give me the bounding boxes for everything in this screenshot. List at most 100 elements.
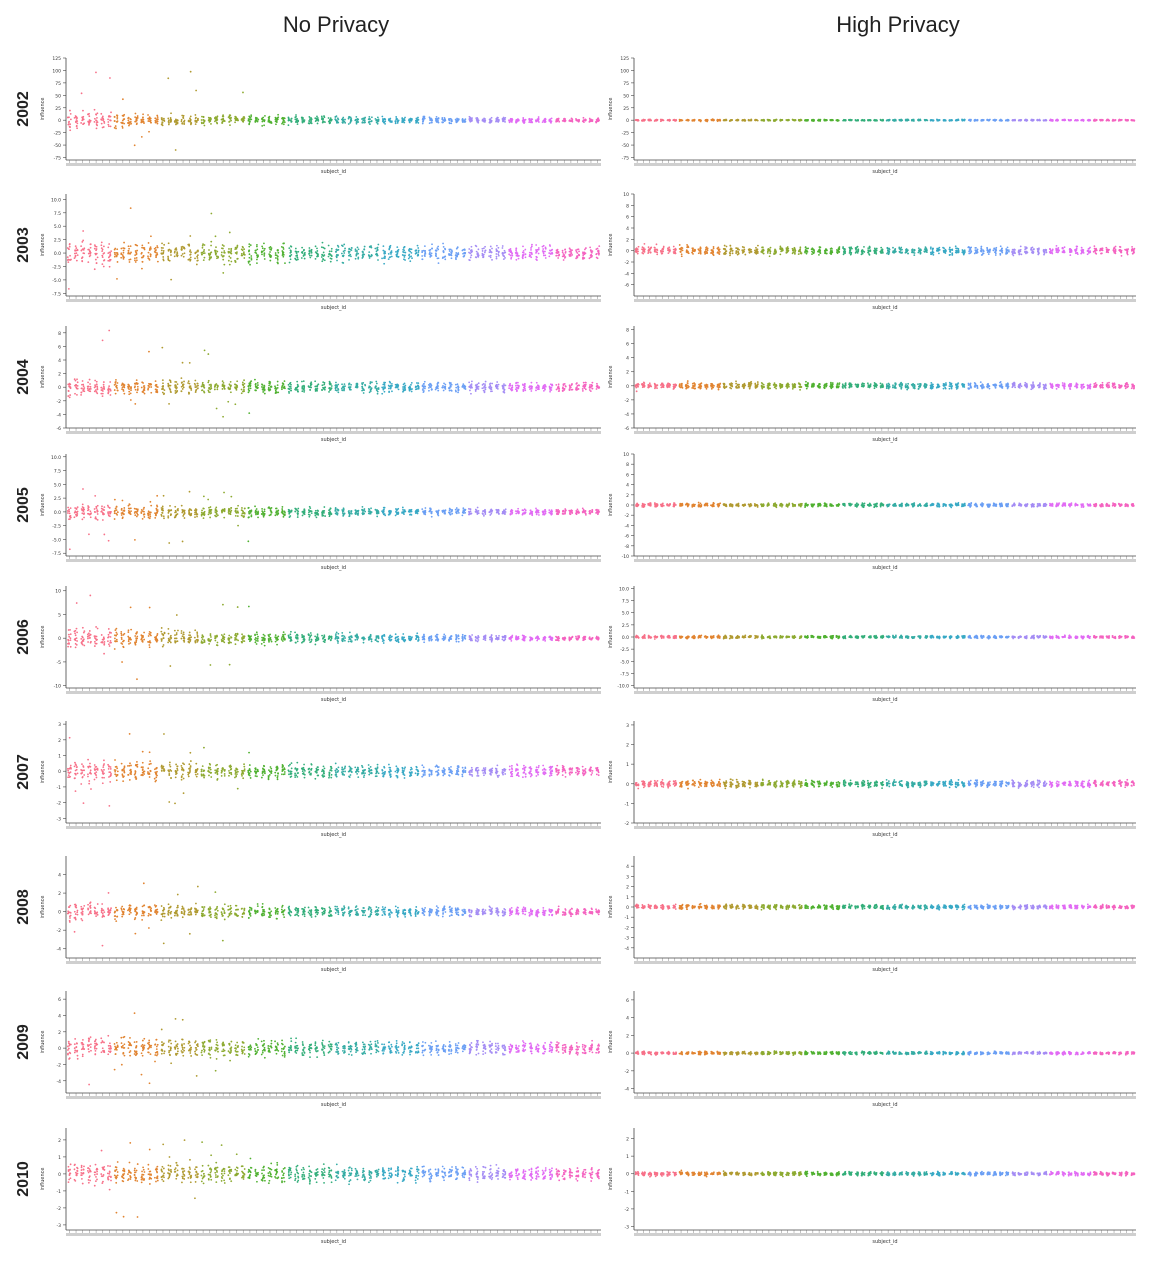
data-point [503,249,506,252]
data-point [437,119,439,122]
data-point [110,250,113,252]
data-point [176,121,179,124]
data-point [867,251,870,254]
data-point [202,115,205,118]
data-point [470,254,473,257]
data-point-outlier [662,245,665,248]
data-point [1061,247,1064,250]
data-point [100,122,103,125]
data-point [282,242,285,245]
data-point [819,250,821,253]
data-point [182,255,185,258]
data-point [568,120,571,122]
y-axis-label: influence [608,234,614,257]
data-point [557,257,560,259]
data-point [655,251,658,253]
data-point [309,256,312,259]
data-point [1118,118,1121,121]
data-point [317,253,319,256]
data-point [537,116,540,118]
data-point [1006,251,1009,254]
no-privacy-column-title: No Privacy [186,12,486,38]
data-point [542,248,545,250]
data-point [68,120,70,123]
data-point [842,253,845,256]
data-point [1020,119,1023,121]
data-point [970,251,973,253]
data-point [148,249,151,252]
data-point [954,251,957,254]
data-point-outlier [116,277,118,280]
data-point [141,244,144,247]
y-tick-label: 100 [620,68,629,74]
data-point [122,247,125,249]
data-point [779,248,782,251]
data-point [203,248,206,251]
data-point [497,254,500,257]
data-point [1080,249,1083,252]
data-point [357,257,360,260]
data-point [653,246,656,249]
data-point [147,255,149,258]
data-point [434,252,437,255]
data-point [162,117,165,120]
data-point [529,119,531,122]
data-point [314,257,317,260]
data-point [484,119,487,122]
data-point [93,120,96,123]
data-point [849,247,851,250]
data-point [508,250,511,253]
data-point [296,256,299,259]
data-point [569,253,572,256]
data-point [1106,250,1109,253]
data-point [673,250,676,253]
data-point [297,250,300,253]
data-point [541,245,544,248]
data-point [429,251,431,254]
data-point [102,126,105,128]
data-point [456,117,458,120]
data-point [812,251,814,254]
data-point [489,119,492,121]
data-point [544,118,547,121]
data-point [844,252,846,255]
data-point [140,119,143,122]
y-tick-label: 2 [58,372,61,378]
data-point [1050,249,1052,252]
data-point [356,251,358,253]
data-point [294,257,297,260]
data-point [297,258,299,261]
data-point [100,241,103,244]
data-point [428,122,431,125]
y-tick-label: -2.5 [52,264,61,270]
data-point [643,250,646,253]
data-point [855,119,858,122]
data-point [595,256,598,259]
data-point [149,120,152,123]
data-point [1036,119,1039,122]
data-point [289,251,292,254]
data-point [975,246,977,249]
y-axis-label: influence [40,366,46,389]
data-point [167,242,170,245]
data-point [515,258,518,261]
data-point [857,250,860,253]
data-point [323,116,326,119]
data-point [87,121,90,124]
data-point [530,256,533,259]
data-point [980,254,983,256]
data-point-outlier [729,244,732,247]
data-point [441,121,444,124]
data-point [1107,248,1110,251]
data-point [1074,248,1077,251]
y-tick-label: 10 [623,192,629,198]
data-point [363,248,366,250]
data-point [167,117,170,120]
data-point [269,248,272,251]
data-point [316,117,319,119]
data-point [564,256,567,258]
data-point [182,116,185,119]
data-point [255,245,258,248]
data-point [264,114,266,117]
data-point [448,254,451,257]
